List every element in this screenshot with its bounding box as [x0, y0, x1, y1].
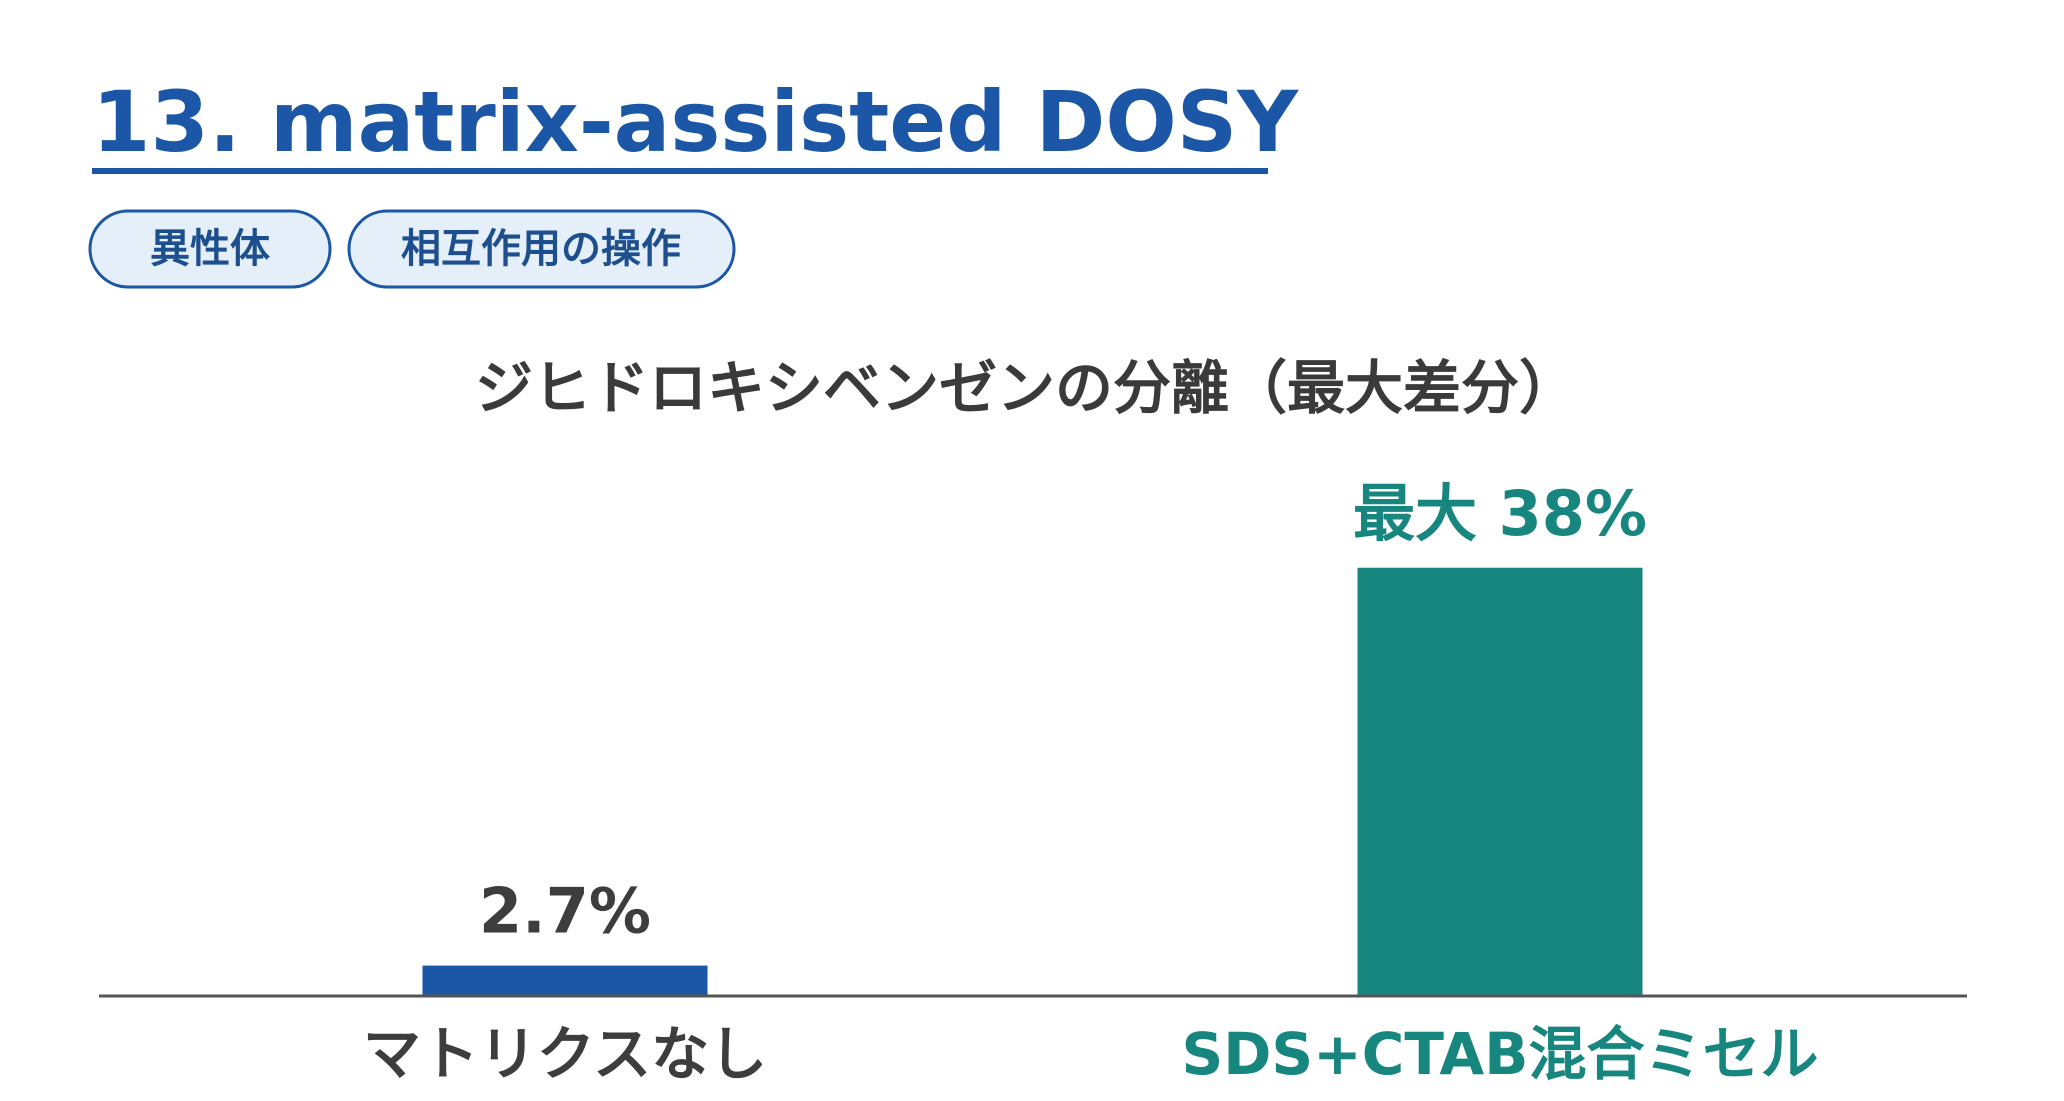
category-label: マトリクスなし: [363, 1020, 767, 1088]
value-label: 最大 38%: [1353, 477, 1647, 550]
bar: [422, 965, 708, 996]
tag-label: 異性体: [150, 226, 270, 272]
tag-pill: [347, 209, 736, 289]
tag-label: 相互作用の操作: [401, 226, 681, 272]
bar: [1357, 567, 1643, 996]
title-underline: [92, 168, 1268, 174]
slide-title: 13. matrix-assisted DOSY: [92, 73, 1299, 171]
value-label: 2.7%: [479, 875, 651, 948]
category-label: SDS+CTAB混合ミセル: [1181, 1020, 1818, 1088]
chart-title: ジヒドロキシベンゼンの分離（最大差分）: [475, 354, 1577, 422]
tag-pill: [88, 209, 332, 289]
